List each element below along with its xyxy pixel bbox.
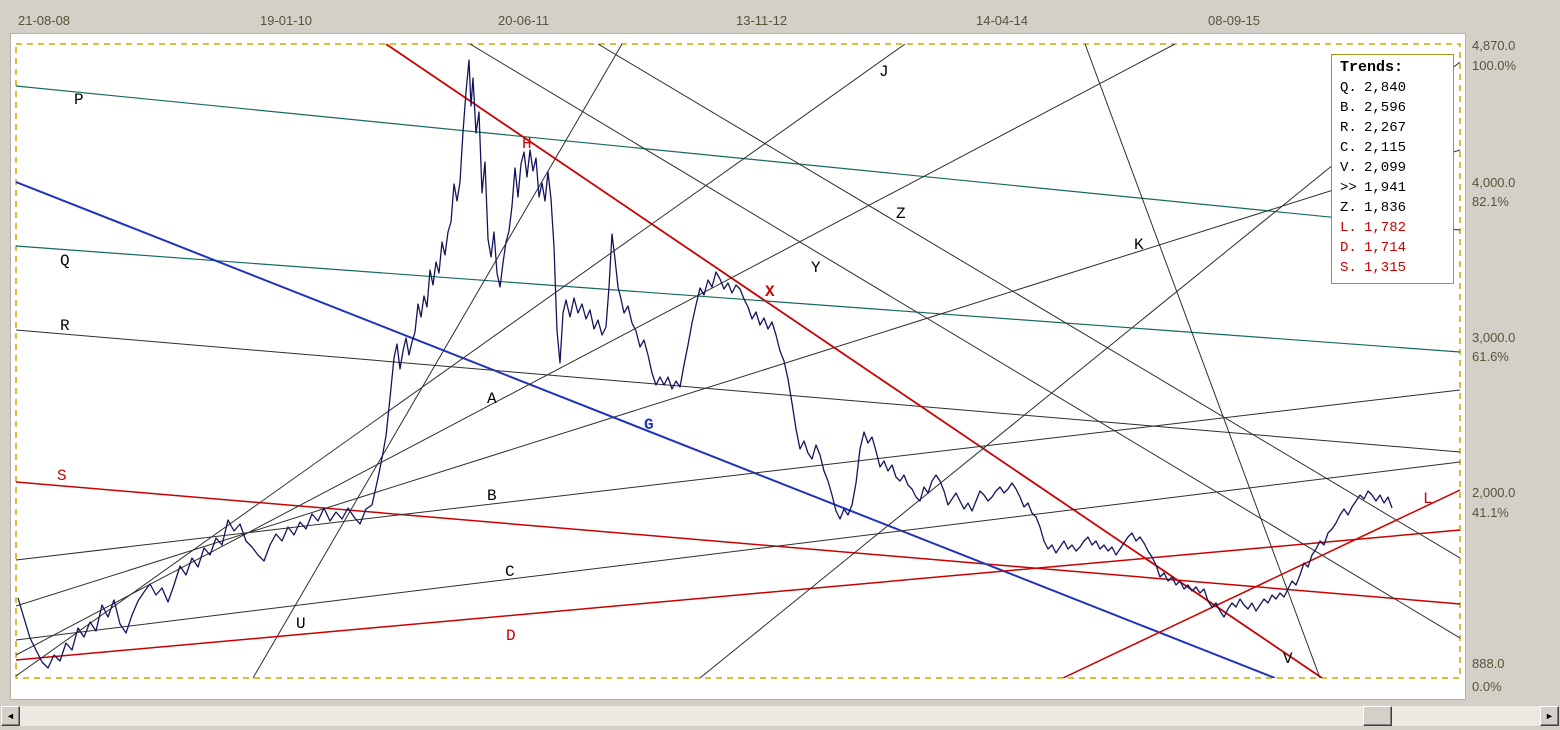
y-axis-percent-label: 61.6% [1472, 349, 1509, 364]
x-axis-label: 19-01-10 [260, 13, 313, 28]
y-axis-price-label: 2,000.0 [1472, 485, 1516, 500]
trend-legend-entry: B. 2,596 [1340, 100, 1407, 116]
trendline-label-Y: Y [811, 259, 821, 277]
trend-legend-entry: S. 1,315 [1340, 260, 1407, 276]
trendline-Q[interactable] [16, 245, 1460, 353]
trend-legend-entry: C. 2,115 [1340, 140, 1407, 156]
trendline-L[interactable] [1062, 489, 1460, 678]
trendline-label-R: R [60, 317, 70, 335]
trendline-J[interactable] [16, 44, 906, 677]
trendline-label-L: L [1423, 490, 1433, 508]
trendline-R[interactable] [16, 329, 1460, 453]
trendline-P[interactable] [16, 85, 1460, 231]
trendline-label-V: V [1283, 650, 1293, 668]
trendline-label-K: K [1134, 236, 1144, 254]
trendline-label-C: C [505, 563, 515, 581]
x-axis-label: 21-08-08 [18, 13, 71, 28]
plot-border [15, 43, 1461, 679]
trendline-B[interactable] [16, 389, 1460, 561]
trends-legend-title: Trends: [1340, 59, 1404, 76]
trendline-label-J: J [879, 63, 889, 81]
trend-legend-entry: Q. 2,840 [1340, 80, 1407, 96]
y-axis-percent-label: 82.1% [1472, 194, 1509, 209]
trend-legend-entry: V. 2,099 [1340, 160, 1407, 176]
x-axis-label: 20-06-11 [498, 13, 550, 28]
scroll-left-button[interactable]: ◄ [1, 706, 20, 726]
y-axis-percent-label: 0.0% [1472, 679, 1502, 694]
y-axis-price-label: 3,000.0 [1472, 330, 1516, 345]
trendline-V[interactable] [1084, 44, 1321, 678]
trendline-C[interactable] [16, 461, 1460, 641]
trends-legend: Trends: Q. 2,840 B. 2,596 R. 2,267 C. 2,115 … [1331, 54, 1454, 284]
trendline-label-H: H [522, 135, 532, 153]
trendline-label-A: A [487, 390, 497, 408]
x-axis-label: 14-04-14 [976, 13, 1029, 28]
x-axis-label: 13-11-12 [736, 13, 788, 28]
trendline-U[interactable] [252, 44, 623, 678]
price-line [17, 59, 1393, 669]
trendline-label-X: X [765, 283, 775, 301]
y-axis-price-label: 4,870.0 [1472, 38, 1516, 53]
scrollbar-thumb[interactable] [1363, 706, 1392, 726]
trendline-Z[interactable] [597, 44, 1460, 559]
horizontal-scrollbar[interactable]: ◄ ► [0, 706, 1560, 726]
trendline-Y[interactable] [469, 44, 1460, 639]
trendline-X[interactable] [385, 44, 1323, 678]
trendline-K[interactable] [16, 149, 1460, 607]
trendline-label-S: S [57, 467, 67, 485]
x-axis-label: 08-09-15 [1208, 13, 1261, 28]
trend-legend-entry: >> 1,941 [1340, 180, 1407, 196]
scrollbar-track[interactable] [20, 706, 1540, 726]
y-axis-percent-label: 100.0% [1472, 58, 1517, 73]
trendline-label-G: G [644, 416, 654, 434]
chart-panel [10, 33, 1466, 700]
trendline-label-Q: Q [60, 252, 70, 270]
scroll-right-button[interactable]: ► [1540, 706, 1559, 726]
y-axis-price-label: 4,000.0 [1472, 175, 1516, 190]
trendline-label-U: U [296, 615, 306, 633]
trendline-label-Z: Z [896, 205, 906, 223]
trend-legend-entry: D. 1,714 [1340, 240, 1407, 256]
trendline-label-B: B [487, 487, 497, 505]
trendline-S[interactable] [16, 481, 1460, 605]
trend-legend-entry: Z. 1,836 [1340, 200, 1407, 216]
y-axis-price-label: 888.0 [1472, 656, 1505, 671]
trendline-D[interactable] [16, 529, 1460, 661]
y-axis-percent-label: 41.1% [1472, 505, 1509, 520]
right-arrow-icon: ► [1545, 711, 1554, 721]
trendline-label-D: D [506, 627, 516, 645]
left-arrow-icon: ◄ [6, 711, 15, 721]
trendline-label-P: P [74, 91, 84, 109]
trendline-G[interactable] [16, 181, 1276, 678]
trend-legend-entry: L. 1,782 [1340, 220, 1407, 236]
trend-legend-entry: R. 2,267 [1340, 120, 1407, 136]
